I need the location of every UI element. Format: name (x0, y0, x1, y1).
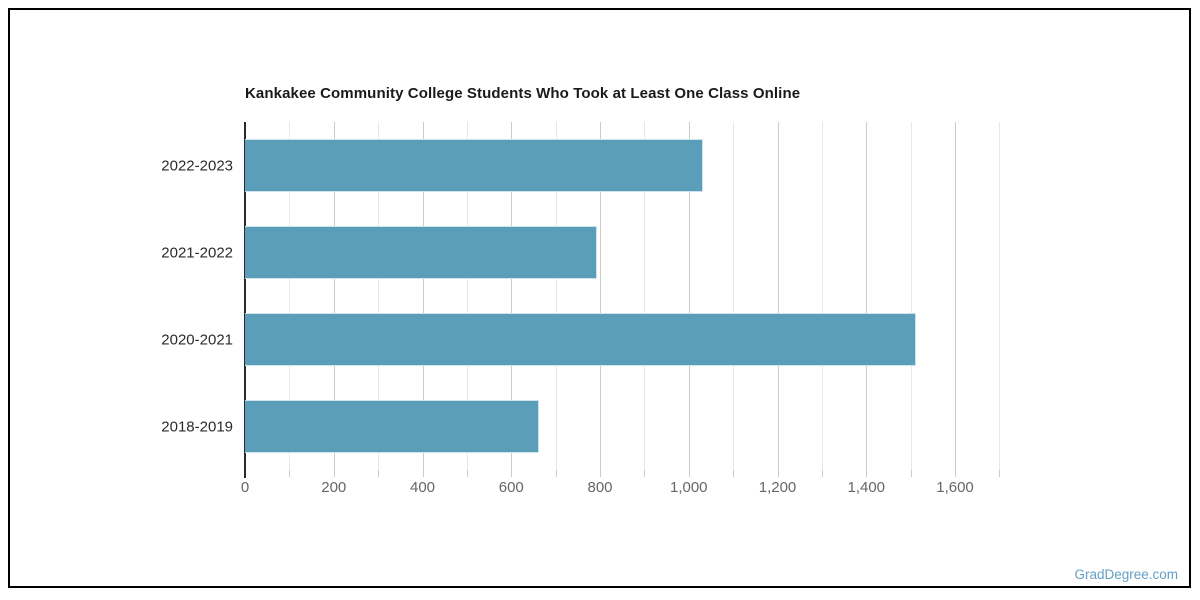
gridline (511, 122, 513, 470)
x-axis-tick-label: 1,000 (669, 479, 708, 496)
x-axis-tickmark (289, 470, 291, 477)
x-axis-tickmark (244, 470, 246, 478)
gridline (733, 122, 735, 470)
x-axis: 0 200 400 600 800 1,000 1,200 1,400 1,600 (241, 470, 1011, 500)
x-axis-tickmark (555, 470, 557, 477)
x-axis-tickmark (777, 470, 779, 477)
gridline (821, 122, 823, 470)
y-axis-line (244, 122, 246, 478)
gridline (777, 122, 779, 470)
bar-row (245, 209, 1011, 296)
gridline (333, 122, 335, 470)
x-axis-tickmark (999, 470, 1001, 477)
gridline (866, 122, 868, 470)
chart-frame (8, 8, 1191, 588)
gridline (955, 122, 956, 470)
x-axis-tick-label: 1,600 (936, 479, 974, 496)
bar-row (245, 296, 1011, 383)
gridline (289, 122, 291, 470)
x-axis-tick-label: 200 (321, 479, 347, 496)
gridline (999, 122, 1001, 470)
x-axis-tickmark (866, 470, 868, 477)
chart-title: Kankakee Community College Students Who … (245, 85, 801, 102)
y-axis-label: 2018-2019 (161, 418, 233, 435)
gridline (378, 122, 380, 470)
gridline (422, 122, 424, 470)
gridline (466, 122, 468, 470)
bar-2021-2022 (245, 226, 597, 279)
plot-area (244, 122, 1011, 478)
x-axis-tickmark (955, 470, 956, 477)
x-axis-tickmark (910, 470, 912, 477)
bar-series (245, 122, 1011, 470)
y-axis-labels: 2022-2023 2021-2022 2020-2021 2018-2019 (0, 122, 233, 470)
y-axis-label: 2022-2023 (161, 157, 233, 174)
bar-2022-2023 (245, 139, 703, 192)
watermark-text: GradDegree.com (1074, 567, 1178, 582)
y-axis-label: 2021-2022 (161, 244, 233, 261)
bar-2018-2019 (245, 400, 540, 453)
gridline (644, 122, 646, 470)
x-axis-tickmark (511, 470, 513, 477)
gridline (555, 122, 557, 470)
x-axis-tick-label: 0 (240, 479, 250, 496)
x-axis-tickmark (466, 470, 468, 477)
x-axis-tickmark (733, 470, 735, 477)
x-axis-tick-label: 400 (409, 479, 436, 496)
bar-row (245, 383, 1011, 470)
x-axis-tick-label: 1,400 (847, 479, 886, 496)
x-axis-tickmark (821, 470, 823, 477)
y-axis-label: 2020-2021 (161, 331, 233, 348)
x-axis-tick-label: 600 (498, 479, 524, 496)
x-axis-tickmark (422, 470, 424, 477)
x-axis-tick-label: 1,200 (758, 479, 797, 496)
x-axis-tickmark (688, 470, 690, 477)
x-axis-tickmark (333, 470, 335, 477)
x-axis-tick-label: 800 (587, 479, 613, 496)
bar-row (245, 122, 1011, 209)
x-axis-tickmark (644, 470, 646, 477)
gridline (600, 122, 601, 470)
gridline (688, 122, 690, 470)
gridline (910, 122, 912, 470)
x-axis-tickmark (378, 470, 380, 477)
bar-2020-2021 (245, 313, 916, 366)
x-axis-tickmark (600, 470, 601, 477)
